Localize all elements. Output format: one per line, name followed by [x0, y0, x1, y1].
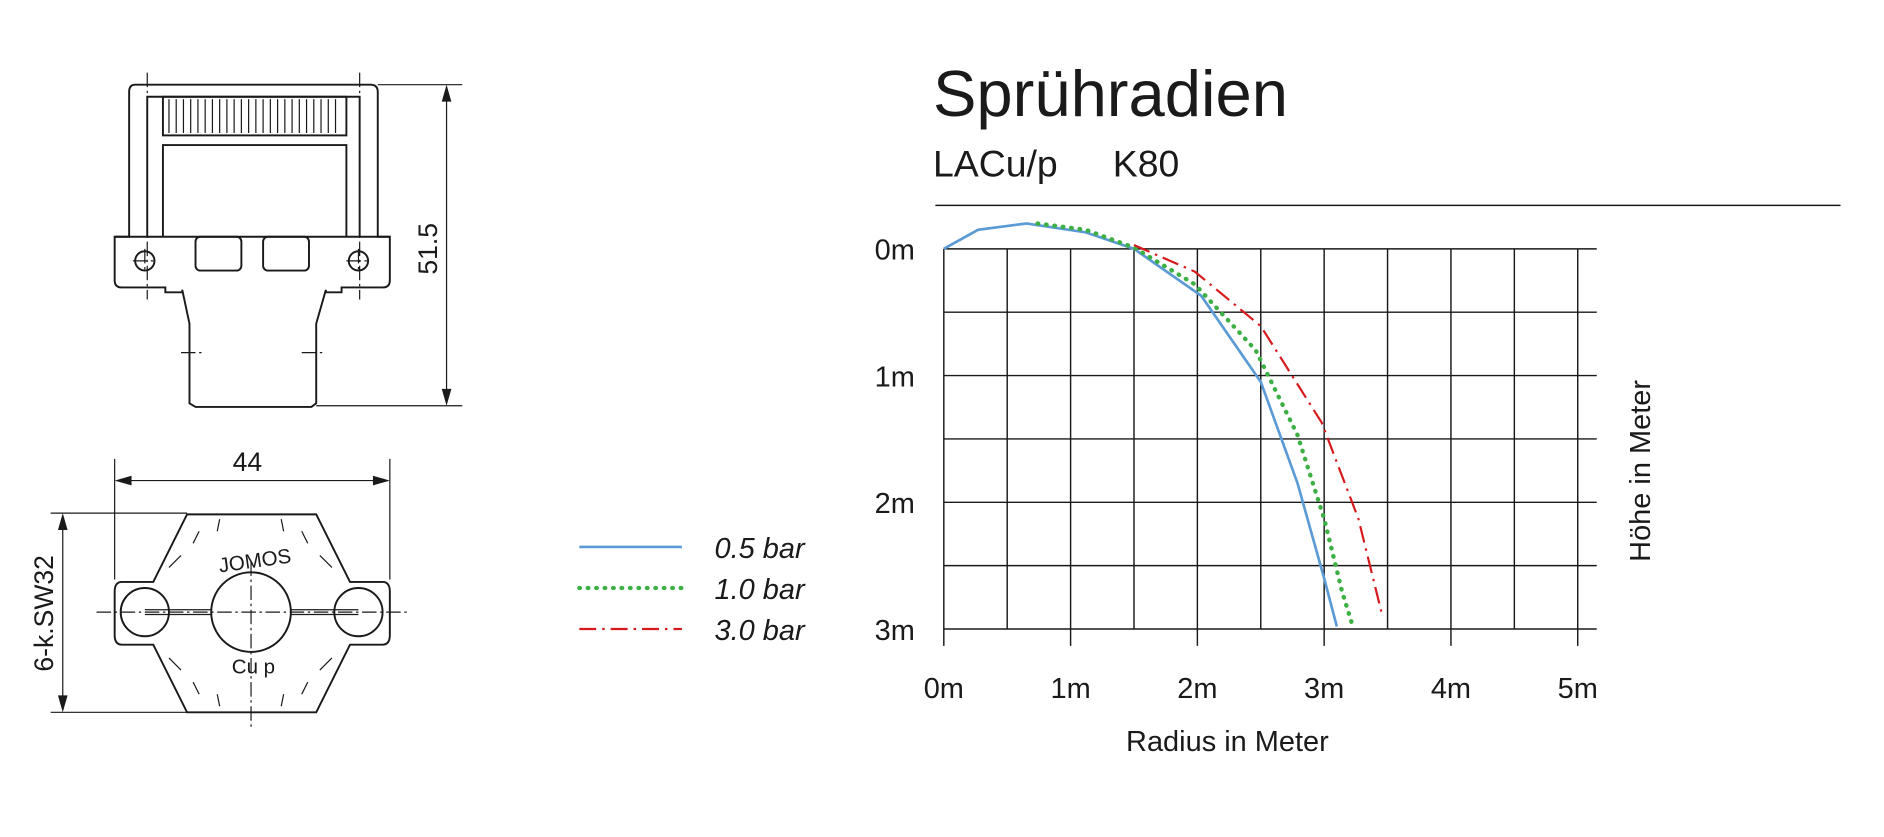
legend-label: 0.5 bar	[714, 533, 805, 565]
legend-label: 3.0 bar	[714, 615, 805, 647]
body-outline	[113, 83, 391, 408]
x-tick-label: 0m	[924, 673, 964, 705]
dimension-line	[114, 458, 391, 580]
x-tick-label: 2m	[1177, 673, 1217, 705]
material-label: Cu p	[232, 656, 275, 679]
y-tick-label: 3m	[875, 615, 915, 647]
teeth	[168, 519, 333, 707]
x-tick-label: 3m	[1304, 673, 1344, 705]
series-line	[943, 222, 1339, 627]
y-tick-label: 1m	[875, 361, 915, 393]
chart-title: Sprühradien	[933, 57, 1288, 130]
y-tick-label: 0m	[875, 235, 915, 267]
x-tick-label: 4m	[1431, 673, 1471, 705]
dimension-label: 51.5	[413, 223, 443, 275]
front-view: 51.5	[113, 72, 463, 408]
dimension-line	[316, 84, 463, 407]
housing	[114, 144, 390, 238]
series-line	[1133, 244, 1384, 617]
y-axis-label: Höhe in Meter	[1625, 380, 1657, 562]
legend-label: 1.0 bar	[714, 574, 805, 606]
x-tick-label: 5m	[1558, 673, 1598, 705]
chart-subtitle: K80	[1113, 142, 1180, 184]
x-axis-label: Radius in Meter	[1126, 726, 1329, 758]
hex-outline	[113, 513, 391, 714]
dimension-label: 44	[233, 447, 263, 477]
bottom-view: JOMOS Cu p 44 6-k.SW32	[29, 447, 411, 731]
dimension-line	[50, 512, 188, 713]
center-lines	[132, 72, 371, 354]
slot-line	[144, 609, 359, 616]
center-lines	[96, 561, 411, 731]
y-tick-label: 2m	[875, 488, 915, 520]
dimension-label: 6-k.SW32	[29, 555, 59, 672]
slot	[194, 235, 243, 272]
slot	[262, 235, 310, 272]
knurl	[161, 95, 348, 137]
knurl-lines	[168, 99, 337, 133]
series-line	[1035, 221, 1355, 627]
brand-label: JOMOS	[217, 545, 292, 578]
chart-subtitle: LACu/p	[933, 142, 1058, 184]
x-tick-label: 1m	[1050, 673, 1090, 705]
